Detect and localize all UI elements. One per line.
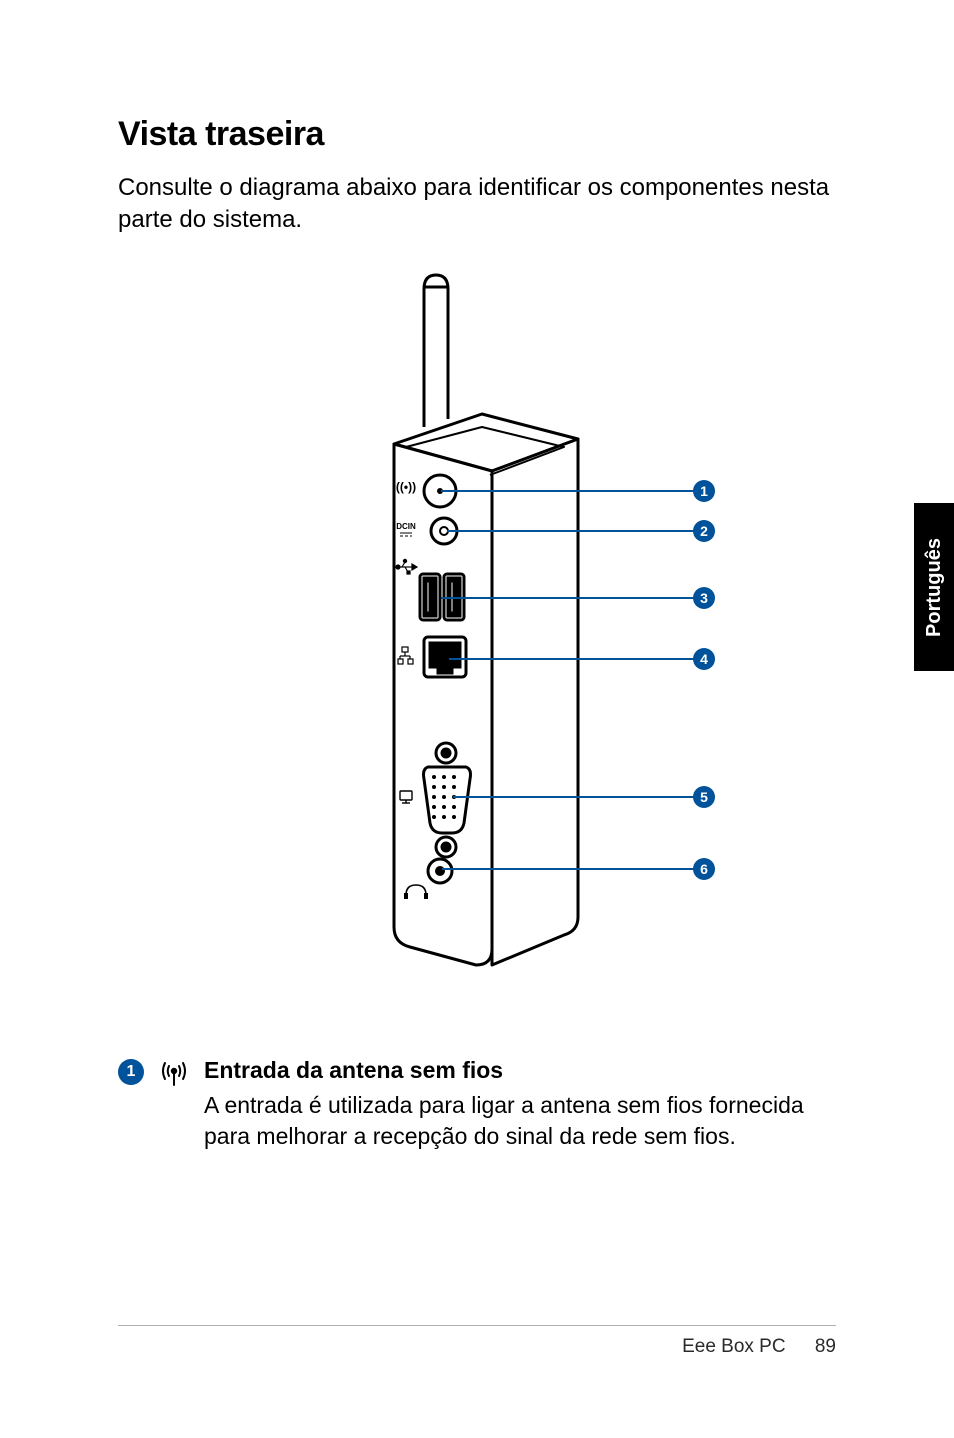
intro-text: Consulte o diagrama abaixo para identifi… [118, 172, 836, 237]
footer-page-number: 89 [815, 1336, 836, 1357]
antenna-icon [158, 1055, 190, 1087]
page-footer: Eee Box PC 89 [118, 1325, 836, 1358]
svg-text:1: 1 [700, 483, 708, 499]
description-title: Entrada da antena sem fios [204, 1057, 836, 1084]
rear-view-diagram: ((•)) DCIN [118, 269, 836, 1009]
svg-text:6: 6 [700, 861, 708, 877]
description-item: 1 Entrada da antena sem fios A entrada é… [118, 1057, 836, 1152]
wifi-icon: ((•)) [396, 480, 416, 494]
svg-text:5: 5 [700, 789, 708, 805]
language-tab-label: Português [923, 538, 946, 637]
lan-port [424, 637, 466, 677]
dcin-label: DCIN [396, 522, 416, 531]
callout-bullet-1: 1 [118, 1059, 144, 1085]
manual-page: Vista traseira Consulte o diagrama abaix… [0, 0, 954, 1438]
page-title: Vista traseira [118, 115, 836, 154]
svg-text:2: 2 [700, 523, 708, 539]
svg-text:4: 4 [700, 651, 708, 667]
svg-text:((•)): ((•)) [396, 480, 416, 494]
language-tab: Português [914, 503, 954, 671]
device-svg: ((•)) DCIN [354, 269, 734, 989]
footer-product: Eee Box PC [682, 1336, 786, 1357]
svg-text:3: 3 [700, 590, 708, 606]
description-body: A entrada é utilizada para ligar a anten… [204, 1090, 836, 1152]
